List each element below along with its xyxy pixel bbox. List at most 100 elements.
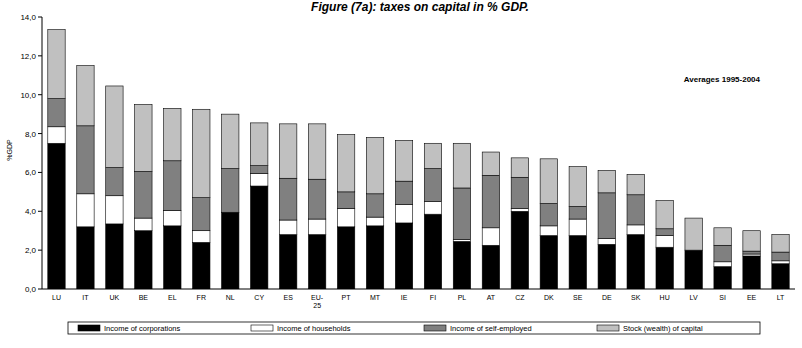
bar-segment bbox=[511, 211, 528, 289]
bar-segment bbox=[482, 245, 499, 289]
bar-segment bbox=[164, 108, 181, 160]
bar-segment bbox=[135, 218, 152, 231]
bar-segment bbox=[135, 231, 152, 289]
bar-segment bbox=[511, 208, 528, 211]
bar-segment bbox=[337, 192, 354, 209]
x-tick-label: EE bbox=[747, 294, 757, 301]
bar-segment bbox=[540, 236, 557, 289]
bar-segment bbox=[656, 229, 673, 236]
bar-segment bbox=[251, 186, 268, 289]
bar-segment bbox=[48, 99, 65, 127]
y-tick-label: 0,0 bbox=[25, 285, 37, 294]
bar-segment bbox=[366, 194, 383, 217]
bar-segment bbox=[656, 236, 673, 248]
bar-segment bbox=[77, 227, 94, 289]
label-part: EU- bbox=[311, 294, 324, 301]
bar-segment bbox=[77, 194, 94, 227]
bar-segment bbox=[569, 167, 586, 207]
bar-segment bbox=[48, 127, 65, 144]
bar-segment bbox=[482, 228, 499, 245]
bar-segment bbox=[48, 143, 65, 289]
bar-segment bbox=[106, 168, 123, 196]
legend-swatch bbox=[78, 325, 100, 331]
bar-segment bbox=[366, 137, 383, 193]
bar-segment bbox=[714, 245, 731, 262]
bar-segment bbox=[337, 135, 354, 192]
bar-segment bbox=[453, 143, 470, 188]
bar-segment bbox=[598, 193, 615, 239]
title: Figure (7a): taxes on capital in % GDP. bbox=[311, 0, 529, 14]
bar-segment bbox=[164, 210, 181, 226]
bar-segment bbox=[395, 204, 412, 222]
bar-segment bbox=[569, 219, 586, 236]
x-tick-label: SK bbox=[631, 294, 641, 301]
legend-swatch bbox=[597, 325, 619, 331]
x-axis bbox=[42, 289, 795, 290]
bar-segment bbox=[106, 196, 123, 224]
legend: Income of corporationsIncome of househol… bbox=[68, 322, 760, 334]
x-tick-label: AT bbox=[487, 294, 496, 301]
y-tick bbox=[38, 133, 42, 134]
y-tick-label: 8,0 bbox=[25, 130, 37, 139]
x-tick-label: DE bbox=[602, 294, 612, 301]
bar-segment bbox=[279, 124, 296, 178]
bar-segment bbox=[627, 225, 644, 235]
x-tick-label: EU-25 bbox=[311, 294, 324, 309]
y-tick bbox=[38, 55, 42, 56]
x-tick-label: FI bbox=[430, 294, 436, 301]
bar-segment bbox=[772, 235, 789, 252]
bar-segment bbox=[366, 226, 383, 289]
bar-segment bbox=[685, 218, 702, 250]
bar-segment bbox=[106, 86, 123, 168]
bar-segment bbox=[193, 242, 210, 289]
bar-segment bbox=[279, 235, 296, 289]
legend-swatch bbox=[251, 325, 273, 331]
y-tick bbox=[38, 172, 42, 173]
x-tick-label: SI bbox=[719, 294, 726, 301]
legend-box bbox=[68, 322, 760, 334]
bars bbox=[48, 30, 789, 289]
bar-segment bbox=[627, 174, 644, 194]
x-tick-label: IT bbox=[82, 294, 89, 301]
bar-segment bbox=[308, 179, 325, 219]
bar-segment bbox=[540, 159, 557, 204]
bar-segment bbox=[540, 226, 557, 236]
y-tick-label: 2,0 bbox=[25, 246, 37, 255]
label-part: 25 bbox=[313, 302, 321, 309]
bar-segment bbox=[251, 173, 268, 186]
x-tick-label: PL bbox=[458, 294, 467, 301]
bar-segment bbox=[685, 250, 702, 289]
bar-segment bbox=[77, 66, 94, 126]
x-tick-label: PT bbox=[342, 294, 352, 301]
bar-segment bbox=[714, 267, 731, 289]
legend-label: Income of corporations bbox=[104, 324, 181, 333]
bar-segment bbox=[598, 170, 615, 192]
y-tick bbox=[38, 94, 42, 95]
bar-segment bbox=[598, 238, 615, 244]
bar-segment bbox=[135, 104, 152, 171]
x-tick-label: BE bbox=[139, 294, 149, 301]
bar-segment bbox=[424, 202, 441, 215]
legend-swatch bbox=[424, 325, 446, 331]
annotation: Averages 1995-2004 bbox=[684, 75, 761, 84]
bar-segment bbox=[251, 123, 268, 166]
bar-segment bbox=[743, 256, 760, 289]
bar-segment bbox=[193, 109, 210, 197]
bar-segment bbox=[772, 252, 789, 261]
x-tick-label: LT bbox=[777, 294, 785, 301]
legend-label: Income of self-employed bbox=[450, 324, 532, 333]
bar-segment bbox=[222, 114, 239, 168]
bar-segment bbox=[627, 235, 644, 289]
bar-segment bbox=[540, 204, 557, 226]
bar-segment bbox=[424, 169, 441, 202]
bar-segment bbox=[164, 161, 181, 211]
bar-segment bbox=[714, 228, 731, 245]
bar-segment bbox=[279, 220, 296, 235]
bar-segment bbox=[743, 231, 760, 251]
y-tick bbox=[38, 250, 42, 251]
bar-segment bbox=[511, 158, 528, 177]
bar-segment bbox=[569, 206, 586, 219]
bar-segment bbox=[453, 241, 470, 289]
y-tick bbox=[38, 211, 42, 212]
bar-segment bbox=[77, 126, 94, 194]
